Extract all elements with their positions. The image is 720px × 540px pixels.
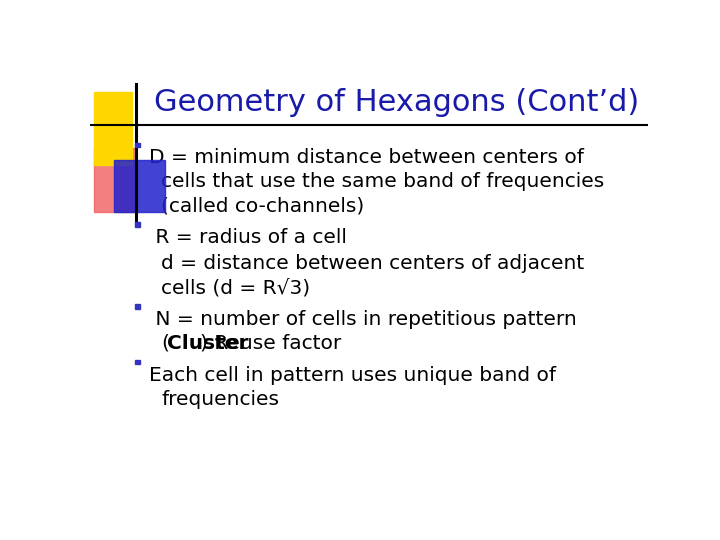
Text: (: ( [161,334,169,353]
Bar [135,360,140,364]
Bar [94,148,136,212]
Text: d = distance between centers of adjacent: d = distance between centers of adjacent [161,254,585,273]
Text: Geometry of Hexagons (Cont’d): Geometry of Hexagons (Cont’d) [154,87,639,117]
Text: frequencies: frequencies [161,390,279,409]
Text: Each cell in pattern uses unique band of: Each cell in pattern uses unique band of [148,366,556,384]
Text: cells (d = R√3): cells (d = R√3) [161,278,310,298]
Bar [135,305,140,309]
Text: cells that use the same band of frequencies: cells that use the same band of frequenc… [161,172,605,191]
Text: Cluster: Cluster [167,334,248,353]
Bar [114,160,166,212]
Text: ) Reuse factor: ) Reuse factor [200,334,342,353]
Bar [135,143,140,147]
Bar [135,222,140,227]
Text: N = number of cells in repetitious pattern: N = number of cells in repetitious patte… [148,310,576,329]
Text: R = radius of a cell: R = radius of a cell [148,228,346,247]
Text: (called co-channels): (called co-channels) [161,196,364,215]
Text: D = minimum distance between centers of: D = minimum distance between centers of [148,148,583,167]
Bar [94,92,132,165]
